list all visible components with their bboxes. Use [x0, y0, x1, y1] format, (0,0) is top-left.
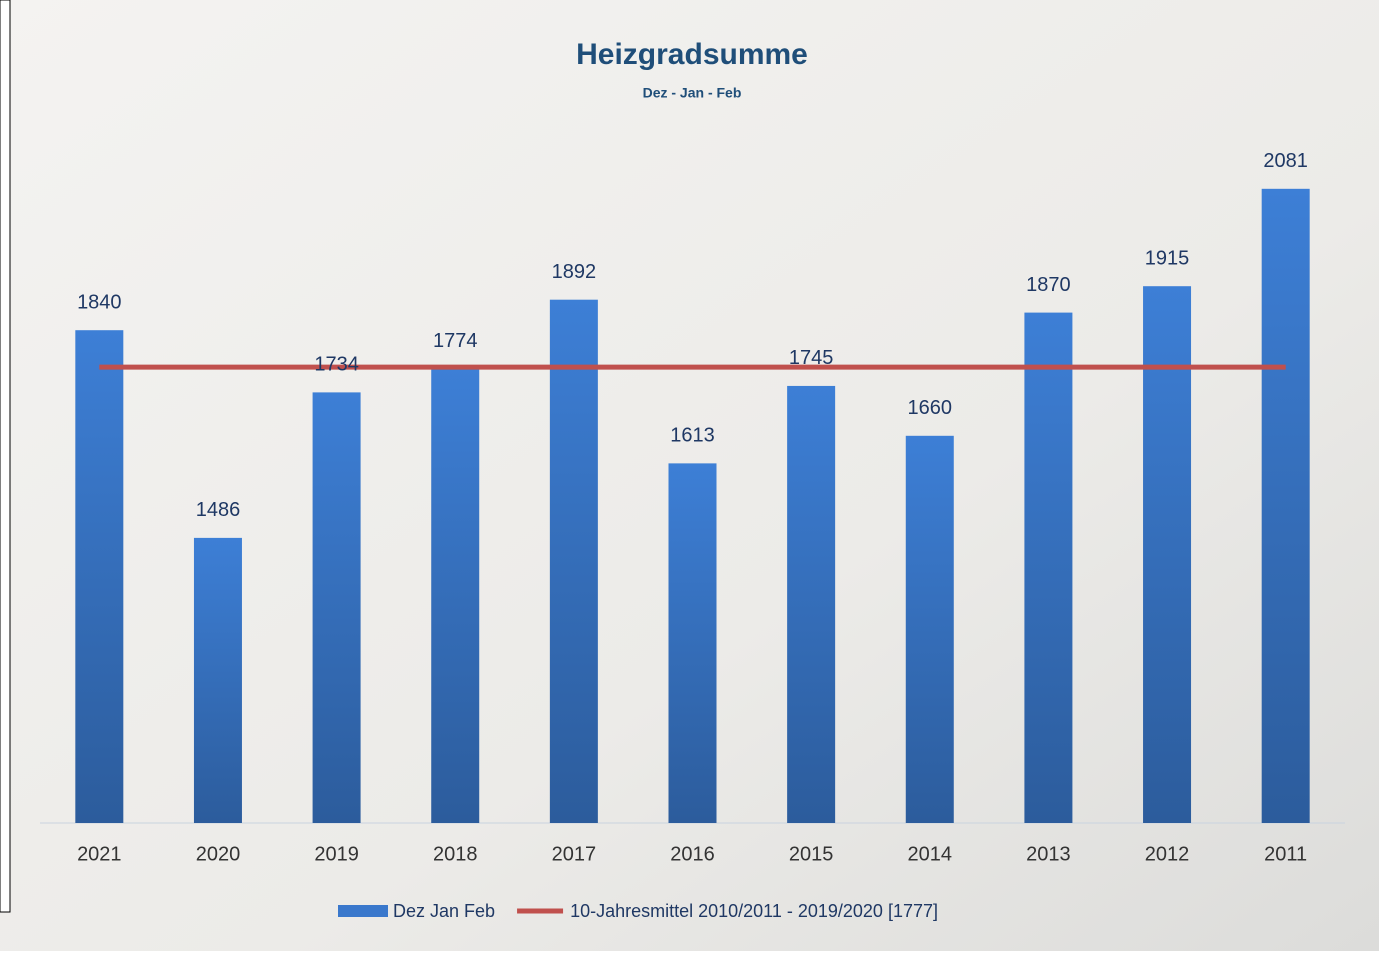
bar	[669, 463, 717, 823]
data-label: 2081	[1263, 150, 1308, 172]
x-tick-label: 2011	[1264, 843, 1307, 865]
bar	[906, 436, 954, 823]
x-tick-label: 2017	[552, 843, 597, 865]
bar	[431, 369, 479, 823]
bar	[1262, 189, 1310, 823]
x-tick-label: 2012	[1145, 843, 1190, 865]
data-label: 1870	[1026, 274, 1071, 296]
data-label: 1774	[433, 330, 478, 352]
data-label: 1734	[314, 354, 359, 376]
chart: Heizgradsumme Dez - Jan - Feb 2021 2020 20…	[0, 0, 1379, 951]
bar	[1024, 313, 1072, 823]
data-label: 1892	[552, 261, 597, 283]
legend-label: Dez Jan Feb	[393, 901, 495, 921]
legend-label: 10-Jahresmittel 2010/2011 - 2019/2020 [1…	[570, 901, 938, 921]
chart-title: Heizgradsumme	[576, 38, 808, 71]
x-tick-label: 2019	[314, 843, 359, 865]
x-tick-label: 2018	[433, 843, 478, 865]
x-tick-label: 2016	[670, 843, 715, 865]
data-label: 1840	[77, 291, 122, 313]
bar	[194, 538, 242, 823]
data-label: 1745	[789, 347, 834, 369]
x-tick-label: 2015	[789, 843, 834, 865]
data-label: 1613	[670, 425, 715, 447]
bar	[75, 330, 123, 823]
chart-subtitle: Dez - Jan - Feb	[643, 85, 742, 101]
legend-swatch	[338, 905, 388, 917]
bar	[550, 300, 598, 823]
data-label: 1660	[908, 397, 953, 419]
data-label: 1915	[1145, 247, 1190, 269]
bar	[787, 386, 835, 823]
x-tick-label: 2014	[908, 843, 953, 865]
sheet-edge	[0, 0, 10, 912]
x-tick-label: 2013	[1026, 843, 1071, 865]
x-tick-label: 2020	[196, 843, 241, 865]
data-label: 1486	[196, 499, 241, 521]
bar	[313, 392, 361, 823]
page: Heizgradsumme Dez - Jan - Feb 2021 2020 20…	[0, 0, 1379, 951]
x-tick-label: 2021	[77, 843, 122, 865]
